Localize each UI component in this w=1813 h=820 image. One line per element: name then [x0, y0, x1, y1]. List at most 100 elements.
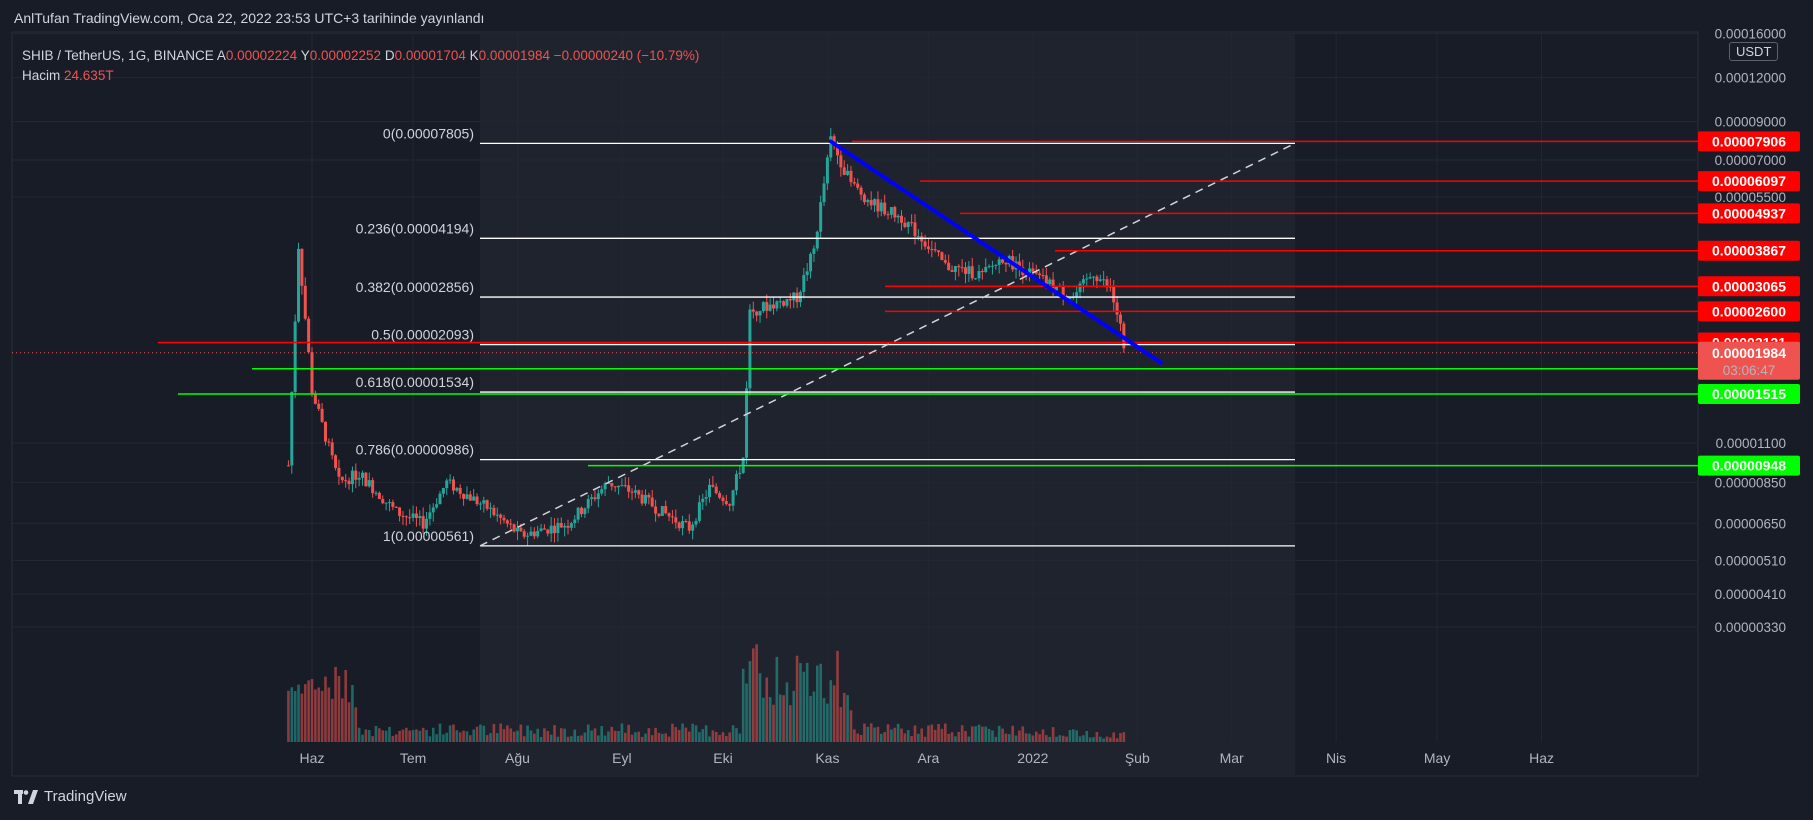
- volume-bar: [1075, 730, 1078, 742]
- volume-bar: [725, 736, 728, 742]
- volume-bar: [442, 734, 445, 742]
- volume-bar: [1021, 726, 1025, 742]
- volume-bar: [1078, 736, 1082, 742]
- candle-body: [980, 271, 984, 273]
- volume-bar: [337, 675, 341, 742]
- volume-bar: [1098, 736, 1102, 742]
- volume-bar: [330, 698, 334, 742]
- candle-body: [445, 480, 449, 489]
- candle-body: [728, 504, 732, 506]
- candle-body: [913, 222, 917, 237]
- volume-bar: [981, 726, 984, 742]
- volume-bar: [479, 724, 482, 742]
- volume-bar: [502, 729, 506, 742]
- descending-trendline: [828, 139, 1163, 365]
- candle-body: [761, 302, 765, 312]
- candle-body: [458, 487, 462, 494]
- volume-bar: [822, 698, 826, 742]
- volume-bar: [583, 732, 587, 742]
- candle-body: [593, 497, 597, 500]
- price-tick-label: 0.00007000: [1715, 153, 1786, 168]
- volume-bar: [357, 727, 361, 742]
- resistance-price-tag: [1698, 203, 1800, 224]
- candle-body: [512, 524, 516, 532]
- fib-level-label: 0.618(0.00001534): [356, 374, 474, 390]
- candle-body: [381, 499, 385, 504]
- candle-body: [1088, 277, 1092, 279]
- candle-body: [849, 170, 853, 183]
- volume-bar: [570, 736, 573, 742]
- volume-bar: [452, 724, 455, 742]
- volume-bar: [721, 732, 725, 742]
- candle-body: [583, 508, 587, 515]
- volume-bar: [314, 689, 317, 742]
- candlesticks: [286, 127, 1126, 546]
- volume-bar: [644, 733, 647, 742]
- volume-bar: [327, 687, 331, 742]
- candle-body: [987, 266, 991, 268]
- candle-body: [630, 491, 634, 493]
- tradingview-footer[interactable]: TradingView: [14, 788, 127, 805]
- volume-bar: [418, 730, 422, 742]
- candle-body: [825, 157, 829, 184]
- volume-bar: [627, 724, 630, 742]
- volume-bar: [637, 731, 641, 742]
- candle-body: [374, 492, 378, 494]
- legend-close: 0.00001984: [478, 48, 550, 63]
- candle-body: [377, 492, 381, 500]
- resistance-price-text: 0.00003065: [1712, 278, 1786, 294]
- volume-bar: [664, 733, 668, 742]
- volume-bar: [910, 736, 913, 742]
- currency-badge[interactable]: USDT: [1729, 42, 1779, 61]
- volume-bar: [886, 724, 890, 742]
- volume-bar: [543, 728, 546, 742]
- candle-body: [384, 502, 388, 504]
- volume-bar: [1088, 737, 1092, 742]
- volume-bar: [361, 734, 364, 742]
- candle-body: [809, 253, 813, 272]
- volume-bar: [1004, 733, 1008, 742]
- volume-bar: [472, 729, 475, 742]
- volume-bar: [1095, 731, 1099, 742]
- volume-bar: [890, 729, 893, 742]
- candle-body: [674, 517, 678, 523]
- candle-body: [950, 270, 954, 272]
- volume-bars: [287, 644, 1126, 742]
- volume-bar: [1102, 738, 1105, 742]
- month-label: Mar: [1220, 750, 1244, 766]
- candle-body: [1115, 302, 1119, 315]
- candle-body: [1102, 279, 1106, 281]
- volume-bar: [435, 734, 438, 742]
- candle-body: [893, 207, 897, 218]
- volume-bar: [391, 735, 395, 742]
- trendlines: [828, 139, 1163, 365]
- price-axis: 0.00016000 0.00012000 0.00009000 0.00007000…: [1715, 27, 1786, 635]
- volume-bar: [1119, 733, 1122, 742]
- volume-bar: [957, 731, 961, 742]
- candle-body: [755, 311, 759, 316]
- candle-body: [745, 388, 749, 458]
- candle-body: [613, 486, 617, 488]
- volume-bar: [913, 725, 917, 742]
- volume-bar: [997, 725, 1001, 742]
- month-label: Tem: [400, 750, 426, 766]
- volume-bar: [290, 687, 294, 742]
- candle-body: [778, 301, 782, 303]
- candle-body: [926, 246, 930, 250]
- volume-bar: [384, 730, 388, 742]
- legend-open-label: A: [216, 48, 226, 63]
- time-axis: Haz Tem Ağu Eyl Eki Kas Ara 2022 Şub Mar Nis May Haz: [300, 750, 1554, 766]
- candle-body: [836, 145, 840, 156]
- candle-body: [542, 528, 546, 530]
- candle-body: [873, 199, 877, 206]
- candle-body: [943, 260, 947, 263]
- volume-bar: [519, 724, 523, 742]
- fib-level-label: 1(0.00000561): [383, 528, 474, 544]
- candle-body: [485, 500, 489, 509]
- candle-body: [1001, 259, 1005, 263]
- volume-bar: [428, 736, 432, 742]
- volume-bar: [846, 695, 849, 742]
- volume-bar: [559, 728, 563, 742]
